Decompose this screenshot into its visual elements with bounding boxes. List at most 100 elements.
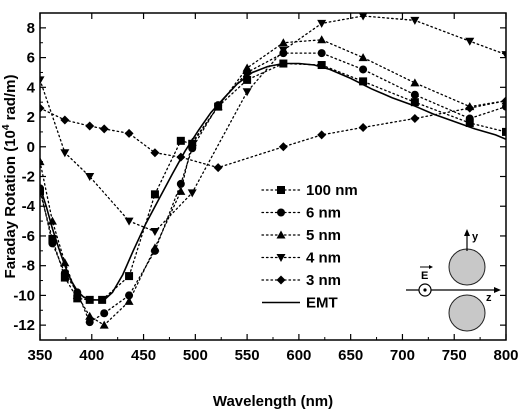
legend-item: 5 nm bbox=[261, 227, 341, 244]
x-tick-label: 650 bbox=[338, 347, 363, 364]
axes-frame: 350 400 450 500 550 600 650 700 750 800 -12 -10 -8 -6… bbox=[1, 12, 519, 410]
series-4-nm bbox=[40, 13, 506, 236]
data-point bbox=[359, 65, 368, 74]
data-point bbox=[465, 37, 475, 46]
upper-particle bbox=[448, 248, 486, 286]
x-tick-label: 800 bbox=[493, 347, 518, 364]
y-arrow-head bbox=[464, 229, 470, 236]
x-tick-label: 500 bbox=[183, 347, 208, 364]
data-point bbox=[85, 121, 95, 131]
z-axis-label: z bbox=[486, 292, 492, 304]
data-point bbox=[40, 103, 45, 113]
data-point bbox=[125, 272, 134, 281]
legend-marker bbox=[276, 230, 286, 239]
series-100-nm bbox=[40, 59, 506, 304]
data-point bbox=[150, 190, 159, 199]
y-tick-label: 2 bbox=[27, 109, 35, 126]
series-3-nm bbox=[40, 96, 506, 173]
e-field-label: E bbox=[421, 270, 428, 282]
data-point bbox=[85, 318, 94, 327]
data-point bbox=[124, 217, 134, 226]
data-point bbox=[465, 118, 474, 127]
data-point bbox=[317, 130, 327, 140]
series-line bbox=[40, 39, 506, 326]
legend-label: 4 nm bbox=[306, 250, 341, 267]
series-6-nm bbox=[40, 49, 506, 327]
series-line bbox=[40, 62, 506, 301]
data-point bbox=[501, 51, 506, 60]
data-point bbox=[410, 90, 419, 99]
legend-item: EMT bbox=[262, 295, 338, 312]
data-point bbox=[358, 53, 368, 62]
data-point bbox=[99, 320, 109, 329]
series-line bbox=[40, 15, 506, 233]
legend-marker bbox=[276, 254, 286, 262]
data-point bbox=[358, 13, 368, 21]
y-tick-label: 4 bbox=[27, 79, 36, 96]
legend-item: 4 nm bbox=[261, 250, 341, 267]
data-point bbox=[40, 157, 45, 166]
data-point bbox=[242, 88, 252, 97]
data-point bbox=[60, 273, 69, 282]
legend-item: 6 nm bbox=[261, 205, 341, 222]
legend-item: 3 nm bbox=[261, 272, 341, 289]
data-point bbox=[278, 142, 288, 152]
data-point bbox=[124, 296, 134, 305]
y-tick-label: -12 bbox=[13, 317, 35, 334]
data-point bbox=[465, 103, 475, 113]
legend-item: 100 nm bbox=[261, 182, 358, 199]
data-point bbox=[501, 96, 506, 106]
data-point bbox=[187, 189, 197, 198]
x-tick-label: 750 bbox=[442, 347, 467, 364]
legend-label: 3 nm bbox=[306, 272, 341, 289]
data-point bbox=[317, 19, 327, 28]
data-point bbox=[358, 122, 368, 132]
y-tick-label: 8 bbox=[27, 20, 35, 37]
legend-label: EMT bbox=[306, 295, 338, 312]
data-point bbox=[100, 309, 109, 318]
lower-particle bbox=[448, 294, 486, 332]
series-line bbox=[40, 62, 506, 301]
data-point bbox=[317, 61, 326, 70]
x-tick-label: 700 bbox=[390, 347, 415, 364]
data-point bbox=[465, 114, 474, 123]
data-point bbox=[176, 136, 185, 145]
data-point bbox=[502, 102, 506, 111]
series-EMT bbox=[40, 62, 506, 301]
data-point bbox=[85, 173, 95, 181]
data-point bbox=[124, 128, 134, 138]
data-point bbox=[502, 127, 506, 136]
x-tick-label: 400 bbox=[79, 347, 104, 364]
e-field-dot bbox=[423, 288, 427, 292]
data-point bbox=[60, 115, 70, 125]
data-point bbox=[150, 148, 160, 158]
data-point bbox=[72, 290, 82, 299]
data-point bbox=[278, 38, 288, 47]
data-point bbox=[48, 239, 57, 248]
legend-label: 6 nm bbox=[306, 205, 341, 222]
data-point bbox=[317, 49, 326, 58]
legend-label: 5 nm bbox=[306, 227, 341, 244]
x-tick-label: 450 bbox=[131, 347, 156, 364]
data-point bbox=[213, 163, 223, 173]
data-point bbox=[150, 227, 160, 236]
data-point bbox=[60, 149, 70, 158]
y-tick-label: 0 bbox=[27, 139, 35, 156]
data-point bbox=[243, 75, 252, 84]
data-point bbox=[410, 114, 420, 124]
series-layer bbox=[40, 13, 506, 329]
data-point bbox=[242, 63, 252, 72]
series-line bbox=[40, 52, 506, 324]
y-axis-label: y bbox=[472, 231, 479, 243]
z-arrow-head bbox=[494, 287, 501, 293]
series-5-nm bbox=[40, 35, 506, 329]
data-point bbox=[60, 258, 70, 267]
x-axis-title: Wavelength (nm) bbox=[213, 393, 333, 410]
y-tick-label: -2 bbox=[22, 169, 35, 186]
data-point bbox=[410, 98, 419, 107]
data-point bbox=[125, 291, 134, 300]
data-point bbox=[48, 234, 57, 243]
data-point bbox=[85, 311, 95, 320]
data-point bbox=[150, 243, 160, 252]
